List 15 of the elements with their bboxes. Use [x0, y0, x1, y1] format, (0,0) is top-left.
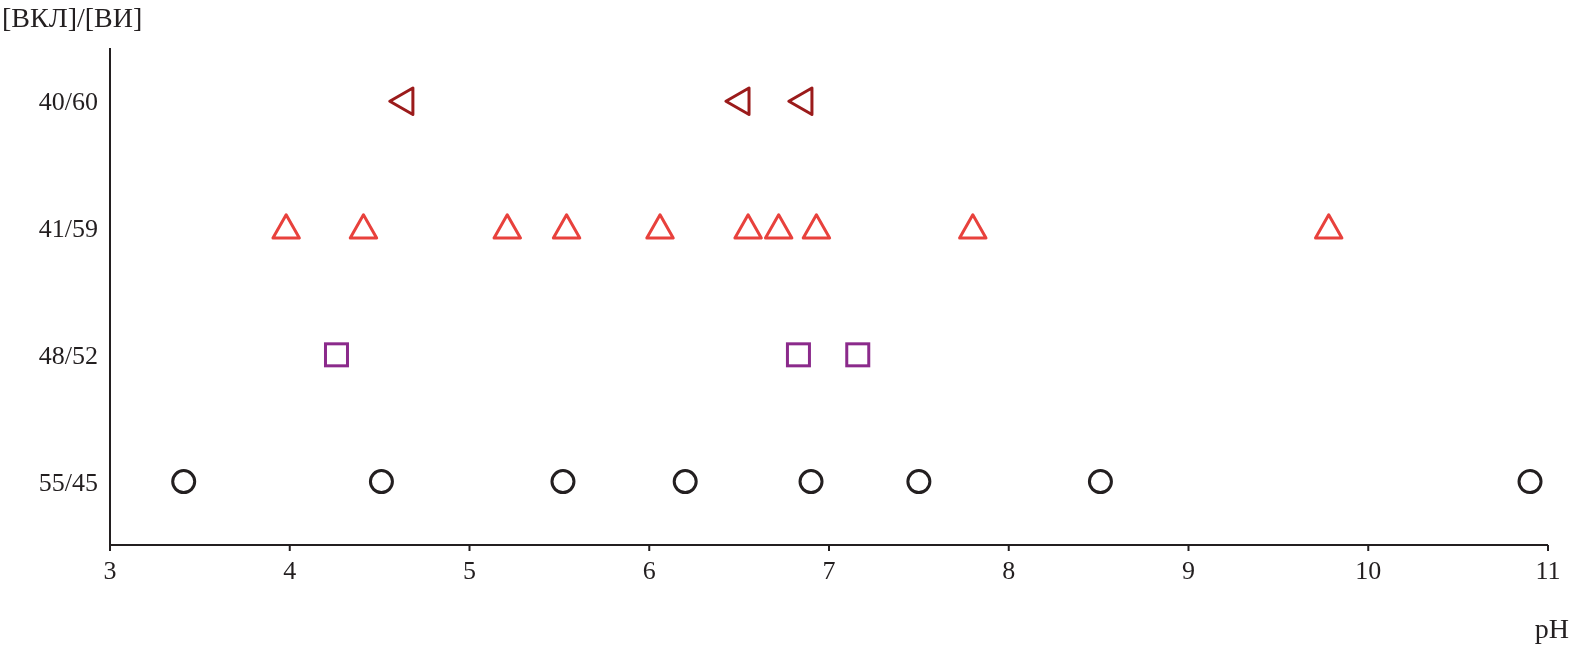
y-tick-label: 41/59 [38, 214, 98, 244]
x-tick-label: 7 [822, 556, 836, 586]
x-tick-label: 6 [642, 556, 656, 586]
x-tick-label: 11 [1535, 556, 1561, 586]
y-tick-label: 55/45 [38, 467, 98, 497]
y-tick-label: 48/52 [38, 341, 98, 371]
x-tick-label: 9 [1182, 556, 1195, 586]
x-tick-label: 3 [103, 556, 117, 586]
x-tick-label: 8 [1002, 556, 1016, 586]
x-tick-label: 10 [1355, 556, 1382, 586]
y-tick-label: 40/60 [38, 87, 98, 117]
x-tick-label: 4 [283, 556, 297, 586]
x-axis-title: pH [1534, 613, 1569, 645]
y-axis-title: [ВКЛ]/[ВИ] [2, 2, 143, 34]
x-tick-label: 5 [463, 556, 476, 586]
